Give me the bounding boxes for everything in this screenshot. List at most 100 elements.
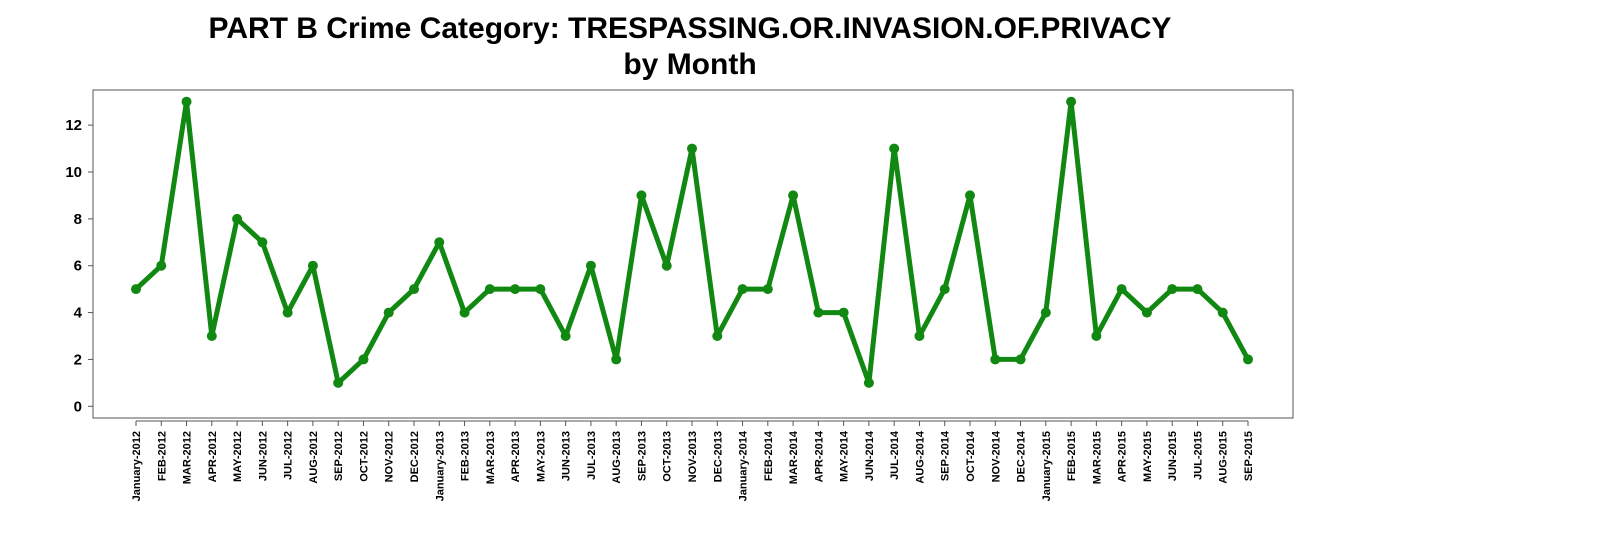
x-tick-label: MAY-2012 [232, 431, 244, 482]
x-tick-label: MAR-2014 [788, 430, 800, 484]
data-point [1066, 96, 1077, 107]
x-tick-label: January-2012 [131, 431, 143, 501]
data-point [889, 143, 900, 154]
x-tick-label: OCT-2012 [358, 431, 370, 482]
data-point [131, 284, 141, 295]
data-point [434, 237, 445, 248]
data-point [939, 284, 950, 295]
data-series [131, 96, 1253, 388]
data-point [611, 354, 622, 365]
x-tick-label: APR-2013 [510, 431, 522, 482]
x-tick-label: APR-2014 [813, 430, 825, 482]
x-tick-label: FEB-2014 [763, 430, 775, 481]
data-point [661, 260, 672, 271]
x-tick-label: SEP-2012 [333, 431, 345, 481]
x-tick-label: SEP-2015 [1243, 431, 1255, 481]
data-point [459, 307, 470, 318]
x-tick-label: MAY-2014 [839, 430, 851, 482]
x-tick-label: AUG-2012 [308, 431, 320, 484]
x-tick-label: AUG-2013 [611, 431, 623, 484]
data-point [788, 190, 799, 201]
data-point [282, 307, 293, 318]
y-tick-label: 2 [74, 351, 82, 368]
data-point [1091, 331, 1102, 341]
x-tick-label: JUL-2015 [1192, 431, 1204, 480]
x-tick-label: MAY-2015 [1142, 431, 1154, 482]
y-tick-label: 8 [74, 211, 82, 228]
x-tick-label: January-2014 [738, 430, 750, 501]
data-point [1116, 284, 1127, 295]
x-tick-label: MAR-2015 [1091, 431, 1103, 484]
chart-subtitle: by Month [623, 48, 756, 81]
data-point [712, 331, 723, 341]
data-point [1015, 354, 1026, 365]
x-tick-label: January-2015 [1041, 431, 1053, 501]
data-point [863, 377, 874, 388]
data-point [484, 284, 495, 295]
x-tick-label: FEB-2015 [1066, 431, 1078, 481]
y-tick-label: 6 [74, 258, 82, 275]
data-point [737, 284, 748, 295]
data-point [560, 331, 571, 341]
x-tick-label: APR-2015 [1117, 431, 1129, 482]
data-point [383, 307, 394, 318]
y-tick-label: 0 [74, 398, 82, 415]
x-tick-label: JUL-2014 [889, 430, 901, 480]
data-point [585, 260, 596, 271]
x-tick-label: SEP-2014 [940, 430, 952, 481]
x-tick-label: DEC-2013 [712, 431, 724, 482]
x-tick-label: JUL-2012 [283, 431, 295, 480]
x-tick-label: JUN-2015 [1167, 431, 1179, 481]
data-point [838, 307, 849, 318]
data-point [206, 331, 217, 341]
data-point [333, 377, 344, 388]
data-point [762, 284, 773, 295]
y-tick-label: 10 [65, 164, 82, 181]
x-tick-label: MAR-2012 [182, 431, 194, 484]
x-tick-label: NOV-2012 [384, 431, 396, 482]
data-point [636, 190, 647, 201]
x-tick-label: JUN-2014 [864, 430, 876, 481]
x-tick-label: OCT-2014 [965, 430, 977, 482]
x-tick-label: OCT-2013 [662, 431, 674, 482]
x-tick-label: FEB-2012 [156, 431, 168, 481]
x-tick-label: FEB-2013 [460, 431, 472, 481]
x-tick-label: NOV-2013 [687, 431, 699, 482]
data-point [358, 354, 369, 365]
x-tick-label: SEP-2013 [636, 431, 648, 481]
chart-title: PART B Crime Category: TRESPASSING.OR.IN… [209, 12, 1172, 45]
data-point [1217, 307, 1228, 318]
x-tick-label: JUN-2012 [257, 431, 269, 481]
data-point [687, 143, 697, 154]
x-tick-label: AUG-2015 [1218, 431, 1230, 484]
data-point [181, 96, 192, 107]
y-axis: 0 2 4 6 8 10 12 [65, 117, 93, 415]
x-tick-label: NOV-2014 [990, 430, 1002, 482]
data-point [1192, 284, 1203, 295]
x-tick-label: AUG-2014 [914, 430, 926, 483]
data-point [1040, 307, 1051, 318]
data-point [914, 331, 925, 341]
data-point [1167, 284, 1178, 295]
x-tick-label: DEC-2012 [409, 431, 421, 482]
x-tick-label: January-2013 [434, 431, 446, 501]
data-point [1141, 307, 1152, 318]
x-tick-label: JUL-2013 [586, 431, 598, 480]
data-point [813, 307, 824, 318]
x-tick-label: JUN-2013 [561, 431, 573, 481]
plot-frame [92, 89, 1294, 419]
data-point [307, 260, 318, 271]
data-point [409, 284, 419, 295]
data-point [257, 237, 268, 248]
y-tick-label: 12 [65, 117, 82, 134]
data-point [510, 284, 521, 295]
data-point [156, 260, 167, 271]
data-point [232, 213, 243, 224]
data-point [535, 284, 546, 295]
x-tick-label: DEC-2014 [1016, 430, 1028, 482]
x-axis: January-2012 FEB-2012 MAR-2012 APR-2012 MAY-… [131, 420, 1255, 501]
x-tick-label: MAY-2013 [535, 431, 547, 482]
x-tick-label: APR-2012 [207, 431, 219, 482]
data-point [990, 354, 1001, 365]
x-tick-label: MAR-2013 [485, 431, 497, 484]
